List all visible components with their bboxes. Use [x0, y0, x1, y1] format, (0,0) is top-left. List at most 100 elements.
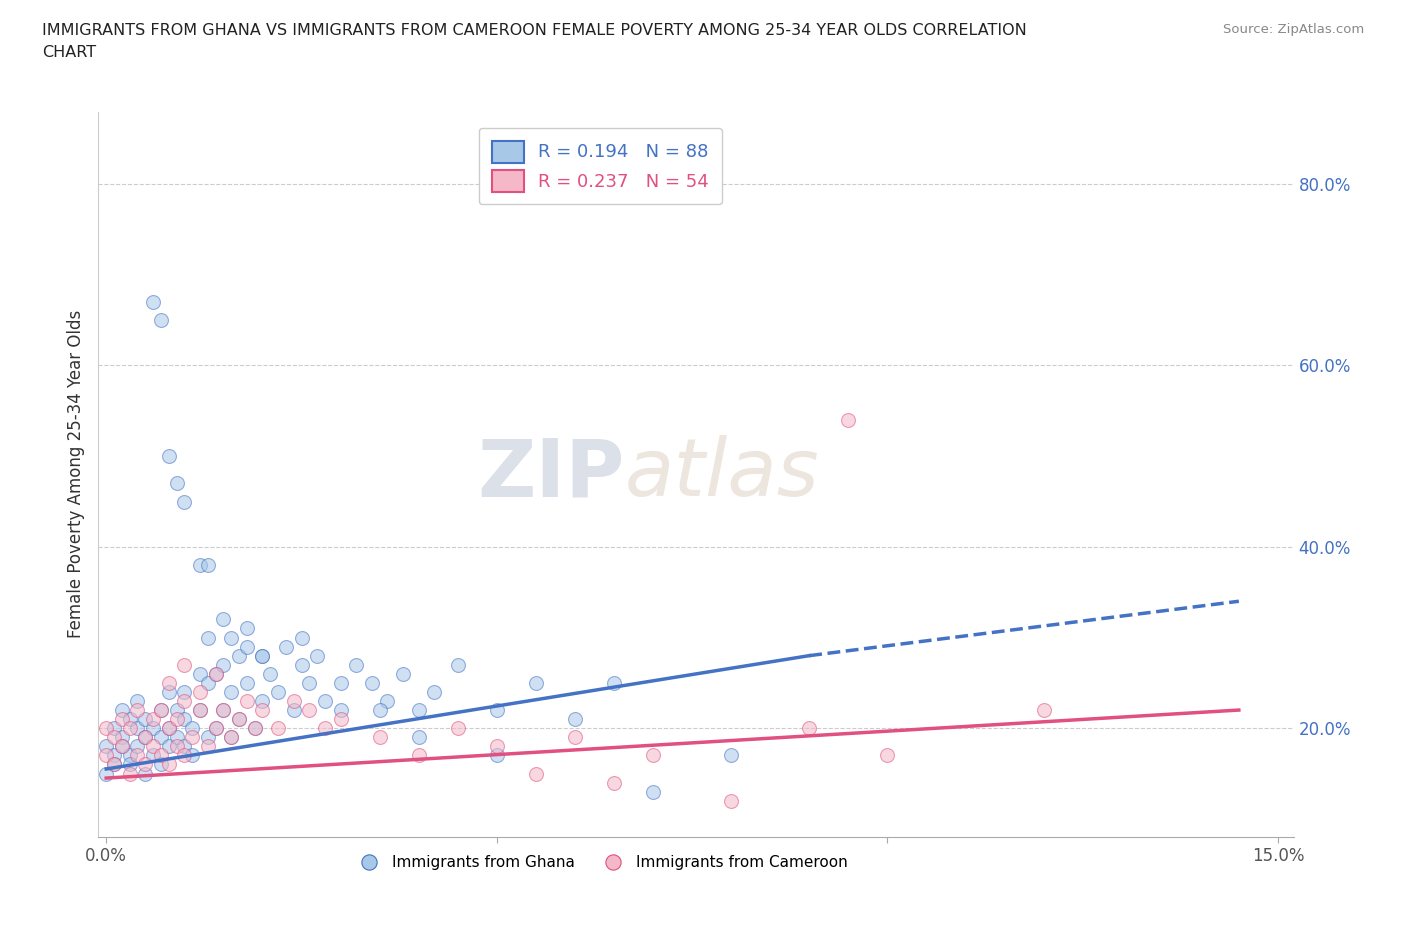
Point [485, 703, 508, 718]
Point [118, 766, 141, 781]
Point [219, 730, 242, 745]
Legend: Immigrants from Ghana, Immigrants from Cameroon: Immigrants from Ghana, Immigrants from C… [347, 849, 853, 876]
Point [188, 703, 211, 718]
Point [236, 639, 259, 654]
Point [329, 711, 352, 726]
Point [423, 684, 446, 699]
Point [197, 558, 219, 573]
Point [876, 748, 898, 763]
Point [283, 703, 305, 718]
Point [173, 494, 195, 509]
Point [267, 721, 290, 736]
Point [188, 703, 211, 718]
Point [103, 730, 125, 745]
Point [181, 730, 204, 745]
Point [524, 766, 547, 781]
Point [134, 730, 156, 745]
Point [799, 721, 821, 736]
Point [157, 721, 180, 736]
Point [329, 703, 352, 718]
Point [142, 711, 165, 726]
Point [252, 648, 274, 663]
Point [181, 721, 204, 736]
Point [219, 631, 242, 645]
Point [236, 675, 259, 690]
Y-axis label: Female Poverty Among 25-34 Year Olds: Female Poverty Among 25-34 Year Olds [66, 311, 84, 638]
Point [267, 684, 290, 699]
Point [134, 766, 156, 781]
Point [228, 711, 250, 726]
Point [564, 730, 586, 745]
Point [720, 793, 742, 808]
Point [344, 658, 367, 672]
Point [314, 721, 336, 736]
Point [149, 757, 172, 772]
Point [360, 675, 382, 690]
Point [274, 639, 297, 654]
Point [142, 748, 165, 763]
Point [252, 648, 274, 663]
Point [111, 738, 134, 753]
Point [166, 476, 188, 491]
Point [157, 757, 180, 772]
Point [197, 730, 219, 745]
Point [118, 757, 141, 772]
Point [111, 703, 134, 718]
Point [173, 738, 195, 753]
Point [149, 703, 172, 718]
Point [368, 703, 391, 718]
Point [166, 738, 188, 753]
Point [127, 703, 149, 718]
Point [142, 738, 165, 753]
Point [290, 658, 312, 672]
Point [166, 703, 188, 718]
Point [329, 675, 352, 690]
Text: atlas: atlas [624, 435, 820, 513]
Point [96, 748, 118, 763]
Point [149, 730, 172, 745]
Point [173, 684, 195, 699]
Text: ZIP: ZIP [477, 435, 624, 513]
Point [173, 711, 195, 726]
Point [212, 612, 235, 627]
Point [259, 666, 281, 681]
Point [166, 730, 188, 745]
Point [219, 730, 242, 745]
Point [134, 730, 156, 745]
Point [1032, 703, 1054, 718]
Point [720, 748, 742, 763]
Text: Source: ZipAtlas.com: Source: ZipAtlas.com [1223, 23, 1364, 36]
Text: IMMIGRANTS FROM GHANA VS IMMIGRANTS FROM CAMEROON FEMALE POVERTY AMONG 25-34 YEA: IMMIGRANTS FROM GHANA VS IMMIGRANTS FROM… [42, 23, 1026, 60]
Point [166, 711, 188, 726]
Point [212, 658, 235, 672]
Point [157, 684, 180, 699]
Point [96, 766, 118, 781]
Point [408, 730, 430, 745]
Point [485, 738, 508, 753]
Point [118, 748, 141, 763]
Point [641, 748, 664, 763]
Point [111, 738, 134, 753]
Point [447, 658, 470, 672]
Point [392, 666, 415, 681]
Point [111, 730, 134, 745]
Point [837, 413, 859, 428]
Point [149, 312, 172, 327]
Point [118, 711, 141, 726]
Point [111, 711, 134, 726]
Point [314, 694, 336, 709]
Point [134, 711, 156, 726]
Point [103, 721, 125, 736]
Point [127, 694, 149, 709]
Point [408, 703, 430, 718]
Point [641, 784, 664, 799]
Point [252, 703, 274, 718]
Point [173, 748, 195, 763]
Point [236, 694, 259, 709]
Point [173, 694, 195, 709]
Point [96, 721, 118, 736]
Point [142, 295, 165, 310]
Point [103, 748, 125, 763]
Point [157, 738, 180, 753]
Point [283, 694, 305, 709]
